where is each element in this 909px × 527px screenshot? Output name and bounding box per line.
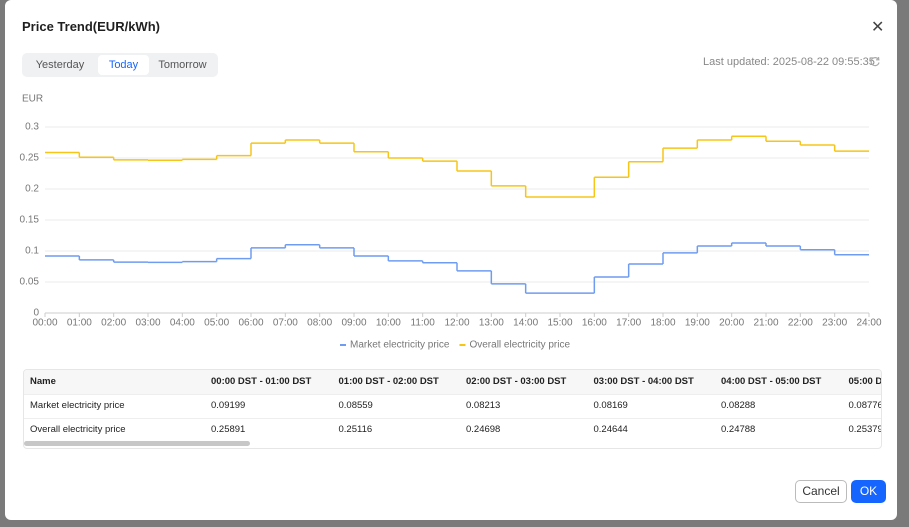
last-updated: Last updated: 2025-08-22 09:55:35 xyxy=(703,56,875,68)
tab-group: YesterdayTodayTomorrow xyxy=(22,53,218,77)
x-tick-label: 05:00 xyxy=(204,318,229,329)
x-tick-label: 19:00 xyxy=(685,318,710,329)
cancel-button[interactable]: Cancel xyxy=(795,480,847,503)
x-tick-label: 14:00 xyxy=(513,318,538,329)
x-tick-label: 07:00 xyxy=(273,318,298,329)
x-tick-label: 00:00 xyxy=(32,318,57,329)
dialog-title: Price Trend(EUR/kWh) xyxy=(22,19,160,34)
x-tick-label: 10:00 xyxy=(376,318,401,329)
y-tick-label: 0.05 xyxy=(20,277,40,288)
table-cell: 0.08288 xyxy=(721,394,755,418)
legend-label: Market electricity price xyxy=(350,340,450,351)
table-cell: 0.24644 xyxy=(594,418,628,442)
y-tick-label: 0.15 xyxy=(20,215,40,226)
table-cell: 0.25891 xyxy=(211,418,245,442)
x-tick-label: 18:00 xyxy=(650,318,675,329)
y-tick-label: 0.3 xyxy=(25,122,39,133)
x-tick-label: 09:00 xyxy=(341,318,366,329)
dialog: Price Trend(EUR/kWh) ✕ YesterdayTodayTom… xyxy=(5,0,897,520)
y-tick-label: 0.2 xyxy=(25,184,39,195)
table-cell: 0.25379 xyxy=(849,418,883,442)
x-tick-label: 23:00 xyxy=(822,318,847,329)
close-button[interactable]: ✕ xyxy=(871,17,884,37)
x-tick-label: 02:00 xyxy=(101,318,126,329)
y-tick-label: 0.1 xyxy=(25,246,39,257)
y-axis-label: EUR xyxy=(22,94,43,105)
x-tick-label: 17:00 xyxy=(616,318,641,329)
table-header: 04:00 DST - 05:00 DST xyxy=(721,370,821,394)
table-cell: 0.08559 xyxy=(339,394,373,418)
table-cell: 0.24698 xyxy=(466,418,500,442)
table-header: 03:00 DST - 04:00 DST xyxy=(594,370,694,394)
tab[interactable]: Today xyxy=(98,55,149,75)
row-name: Overall electricity price xyxy=(30,418,126,442)
x-tick-label: 16:00 xyxy=(582,318,607,329)
x-tick-label: 06:00 xyxy=(238,318,263,329)
scrollbar-thumb[interactable] xyxy=(24,441,250,446)
tab[interactable]: Tomorrow xyxy=(150,55,215,75)
x-tick-label: 20:00 xyxy=(719,318,744,329)
row-name: Market electricity price xyxy=(30,394,125,418)
tab[interactable]: Yesterday xyxy=(25,55,95,75)
x-tick-label: 11:00 xyxy=(411,318,436,329)
table-cell: 0.09199 xyxy=(211,394,245,418)
x-tick-label: 08:00 xyxy=(307,318,332,329)
x-tick-label: 12:00 xyxy=(444,318,469,329)
table-cell: 0.08776 xyxy=(849,394,883,418)
legend-label: Overall electricity price xyxy=(469,340,570,351)
table-header: 02:00 DST - 03:00 DST xyxy=(466,370,566,394)
x-tick-label: 01:00 xyxy=(67,318,92,329)
table-header: 00:00 DST - 01:00 DST xyxy=(211,370,311,394)
ok-button[interactable]: OK xyxy=(851,480,886,503)
x-tick-label: 15:00 xyxy=(547,318,572,329)
refresh-icon[interactable] xyxy=(869,56,881,68)
table-header: 01:00 DST - 02:00 DST xyxy=(339,370,439,394)
table: Name 00:00 DST - 01:00 DST 01:00 DST - 02:… xyxy=(23,369,882,449)
x-tick-label: 24:00 xyxy=(856,318,881,329)
table-cell: 0.08213 xyxy=(466,394,500,418)
x-tick-label: 22:00 xyxy=(788,318,813,329)
table-header: Name xyxy=(30,370,56,394)
x-tick-label: 03:00 xyxy=(135,318,160,329)
table-cell: 0.25116 xyxy=(339,418,373,442)
y-tick-label: 0.25 xyxy=(20,153,40,164)
x-tick-label: 21:00 xyxy=(753,318,778,329)
table-header: 05:00 DST - 06:00 DST xyxy=(849,370,883,394)
table-cell: 0.24788 xyxy=(721,418,755,442)
table-cell: 0.08169 xyxy=(594,394,628,418)
x-tick-label: 13:00 xyxy=(479,318,504,329)
chart: EUR00.050.10.150.20.250.300:0001:0002:00… xyxy=(5,85,897,355)
x-tick-label: 04:00 xyxy=(170,318,195,329)
